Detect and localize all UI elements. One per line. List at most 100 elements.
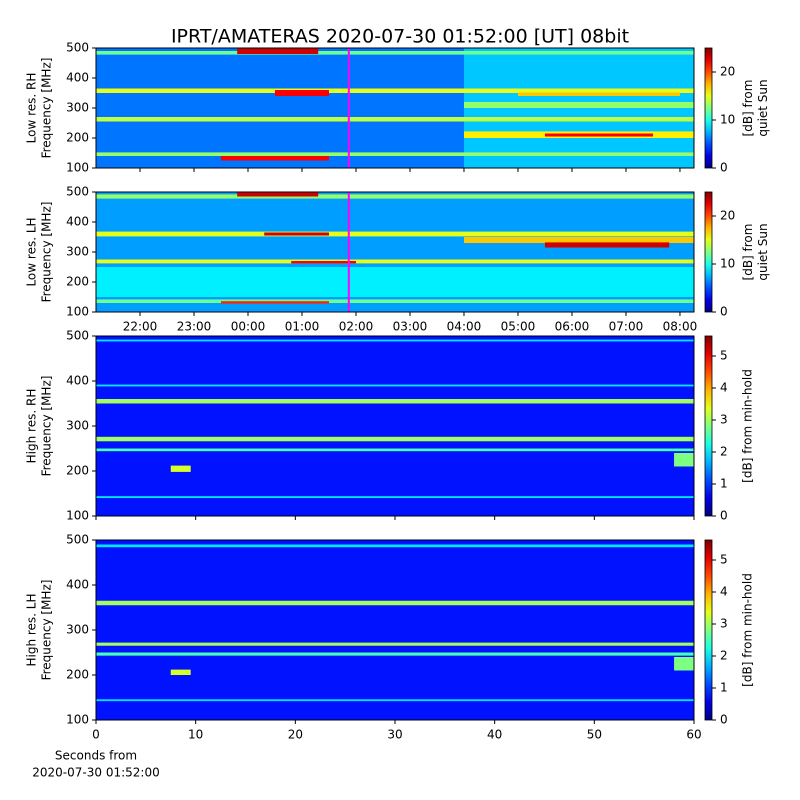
colorbar-tick-label: 10: [720, 257, 735, 271]
heat-cell: [463, 237, 694, 243]
colorbar-label: [dB] from min-hold: [741, 369, 755, 483]
figure-title: IPRT/AMATERAS 2020-07-30 01:52:00 [UT] 0…: [171, 26, 629, 48]
heat-cell: [96, 642, 694, 646]
colorbar: [704, 539, 713, 721]
heat-cell: [96, 299, 694, 303]
heat-cell: [96, 51, 694, 55]
colorbar-tick-label: 4: [720, 585, 728, 599]
heat-cell: [96, 448, 694, 452]
plot-area: [96, 336, 694, 516]
x-tick-label: 00:00: [231, 320, 266, 334]
y-tick-label: 400: [66, 374, 89, 388]
colorbar: [704, 191, 713, 313]
y-tick-label: 400: [66, 578, 89, 592]
heat-cell: [674, 453, 694, 467]
x-tick-label: 0: [92, 728, 100, 742]
y-tick-label: 300: [66, 623, 89, 637]
heat-cell: [264, 232, 329, 236]
colorbar-tick-label: 3: [720, 413, 728, 427]
y-axis-label: High res. LH: [25, 593, 39, 666]
heat-cell: [96, 194, 694, 199]
heat-cell: [674, 657, 694, 671]
y-tick-label: 200: [66, 668, 89, 682]
heat-cell: [96, 699, 694, 702]
y-tick-label: 100: [66, 509, 89, 523]
x-tick-label: 50: [587, 728, 602, 742]
heat-cell: [517, 92, 680, 96]
heat-cell: [544, 242, 670, 248]
colorbar-tick-label: 0: [720, 161, 728, 175]
heat-cell: [170, 669, 191, 675]
colorbar-tick-label: 4: [720, 381, 728, 395]
colorbar-tick-label: 0: [720, 509, 728, 523]
x-tick-label: 08:00: [663, 320, 698, 334]
y-axis-label: Frequency [MHz]: [40, 58, 54, 159]
x-tick-label: 60: [686, 728, 701, 742]
colorbar-tick-label: 0: [720, 305, 728, 319]
y-axis-label: Frequency [MHz]: [40, 580, 54, 681]
colorbar-tick-label: 5: [720, 553, 728, 567]
y-tick-label: 500: [66, 185, 89, 199]
y-tick-label: 300: [66, 419, 89, 433]
colorbar-tick-label: 1: [720, 681, 728, 695]
y-tick-label: 500: [66, 329, 89, 343]
heat-cell: [96, 436, 694, 442]
heat-cell: [96, 259, 694, 264]
colorbar-tick-label: 2: [720, 649, 728, 663]
heat-cell: [96, 540, 694, 720]
colorbar: [704, 47, 713, 169]
y-tick-label: 200: [66, 275, 89, 289]
heat-cell: [96, 339, 694, 342]
heat-cell: [291, 261, 356, 264]
heat-cell: [96, 88, 694, 93]
x-tick-label: 07:00: [609, 320, 644, 334]
y-tick-label: 400: [66, 215, 89, 229]
colorbar-tick-label: 5: [720, 349, 728, 363]
y-axis-label: High res. RH: [25, 389, 39, 464]
heat-cell: [463, 102, 694, 108]
heat-cell: [96, 544, 694, 548]
x-tick-label: 03:00: [393, 320, 428, 334]
x-tick-label: 20: [288, 728, 303, 742]
x-tick-label: 10: [188, 728, 203, 742]
y-tick-label: 200: [66, 131, 89, 145]
heat-cell: [96, 152, 694, 156]
y-tick-label: 500: [66, 533, 89, 547]
x-tick-label: 22:00: [123, 320, 158, 334]
colorbar-tick-label: 10: [720, 113, 735, 127]
x-tick-label: 30: [387, 728, 402, 742]
y-axis-label: Frequency [MHz]: [40, 376, 54, 477]
heat-cell: [96, 267, 694, 297]
heat-cell: [237, 192, 319, 197]
heat-cell: [274, 90, 329, 96]
x-tick-label: 05:00: [501, 320, 536, 334]
plot-area: [96, 540, 694, 720]
y-axis-label: Frequency [MHz]: [40, 202, 54, 303]
colorbar-tick-label: 20: [720, 209, 735, 223]
colorbar-tick-label: 3: [720, 617, 728, 631]
colorbar-tick-label: 1: [720, 477, 728, 491]
plot-area: [96, 48, 694, 168]
heat-cell: [96, 600, 694, 606]
heat-cell: [220, 156, 329, 161]
x-tick-label: 04:00: [447, 320, 482, 334]
heat-cell: [220, 301, 329, 304]
y-tick-label: 100: [66, 713, 89, 727]
heat-cell: [96, 399, 694, 404]
y-tick-label: 400: [66, 71, 89, 85]
y-tick-label: 300: [66, 245, 89, 259]
y-tick-label: 300: [66, 101, 89, 115]
x-tick-label: 06:00: [555, 320, 590, 334]
y-axis-label: Low res. RH: [25, 73, 39, 144]
colorbar-tick-label: 2: [720, 445, 728, 459]
colorbar-label: [dB] from min-hold: [741, 573, 755, 687]
heat-cell: [96, 652, 694, 656]
heat-cell: [170, 465, 191, 472]
heat-cell: [96, 384, 694, 387]
heat-cell: [544, 133, 653, 137]
y-tick-label: 500: [66, 41, 89, 55]
y-tick-label: 200: [66, 464, 89, 478]
heat-cell: [96, 336, 694, 516]
x-axis-label: Seconds from: [55, 749, 137, 763]
heat-cell: [96, 117, 694, 122]
